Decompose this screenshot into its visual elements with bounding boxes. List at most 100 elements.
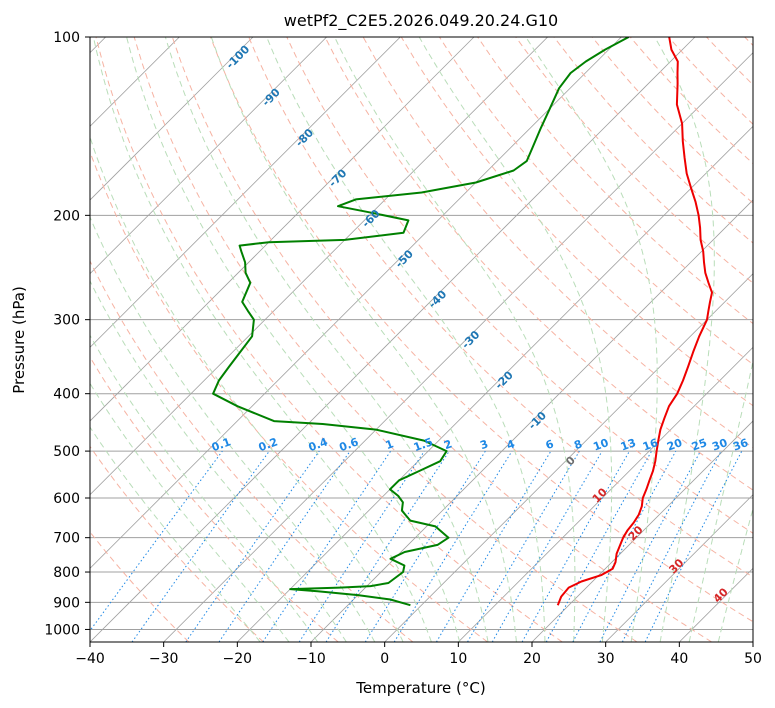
mixing-ratio-label: 1: [384, 437, 396, 452]
background-lines: [90, 37, 753, 642]
y-tick-label: 100: [53, 30, 80, 46]
sounding-series: [212, 37, 713, 607]
moist-adiabat-line: [334, 37, 576, 642]
dry-adiabat-line: [90, 445, 264, 642]
y-tick-label: 900: [53, 595, 80, 611]
isotherm-line: [90, 37, 401, 348]
isotherm-line: [605, 494, 753, 642]
mixing-ratio-label: 0.1: [210, 435, 233, 454]
moist-adiabat-line: [654, 37, 715, 642]
x-tick-label: 10: [449, 651, 467, 667]
mixing-ratio-label: 4: [505, 437, 517, 452]
x-tick-label: −20: [223, 651, 253, 667]
isotherm-line: [458, 346, 753, 642]
mixing-ratio-line: [393, 450, 513, 642]
mixing-ratio-label: 3: [478, 437, 490, 452]
mixing-ratio-label: 13: [619, 436, 638, 453]
x-tick-label: 40: [670, 651, 688, 667]
x-tick-label: −10: [296, 651, 326, 667]
mixing-ratio-line: [131, 450, 270, 642]
moist-adiabat-line: [90, 334, 319, 642]
dry-adiabat-line: [248, 37, 753, 578]
isotherm-line: [752, 641, 753, 642]
mixing-ratio-label: 20: [665, 436, 684, 454]
mixing-ratio-line: [644, 450, 743, 642]
mixing-ratio-label: 36: [731, 436, 750, 454]
moist-adiabat-line: [688, 358, 753, 642]
isotherm-line: [163, 52, 753, 642]
x-tick-label: −40: [75, 651, 105, 667]
dry-adiabat-line: [95, 37, 563, 642]
x-axis: −40 −30 −20 −10 0 10 20 30 40 50: [75, 642, 762, 667]
isotherm-line: [237, 125, 753, 642]
mixing-ratio-line: [545, 450, 653, 642]
moist-adiabat-line: [210, 37, 517, 642]
moist-adiabat-line: [90, 382, 290, 642]
y-tick-label: 300: [53, 313, 80, 329]
isotherm-line: [531, 420, 753, 642]
dry-adiabat-line: [90, 356, 339, 642]
y-axis-label: Pressure (hPa): [10, 286, 28, 394]
mixing-ratio-label: 1.5: [412, 435, 435, 454]
x-tick-label: 20: [523, 651, 541, 667]
mixing-ratio-line: [185, 450, 320, 642]
x-tick-label: −30: [149, 651, 179, 667]
moist-adiabat-line: [266, 37, 546, 642]
y-tick-label: 700: [53, 531, 80, 547]
y-tick-label: 1000: [44, 622, 80, 638]
x-tick-label: 30: [597, 651, 615, 667]
dry-adiabat-line: [286, 37, 753, 534]
mixing-ratio-line: [218, 450, 351, 642]
plot-background: [90, 37, 753, 642]
mixing-ratio-label: 6: [544, 437, 556, 452]
dry-adiabat-line: [171, 37, 712, 642]
isotherm-line: [90, 37, 327, 275]
mixing-ratio-label: 30: [710, 436, 729, 454]
dewpoint-line: [212, 37, 630, 607]
mixing-ratio-label: 8: [572, 437, 584, 452]
chart-title: wetPf2_C2E5.2026.049.20.24.G10: [284, 11, 558, 31]
dry-adiabat-line: [90, 259, 414, 642]
moist-adiabat-line: [525, 37, 658, 642]
mixing-ratio-label: 10: [591, 436, 610, 454]
y-tick-label: 600: [53, 491, 80, 507]
isotherm-line: [90, 37, 475, 422]
moist-adiabat-line: [164, 37, 489, 642]
dry-adiabat-line: [515, 37, 753, 284]
y-axis: 100 200 300 400 500 600 700 800 900 1000: [44, 30, 90, 638]
isotherm-line: [90, 37, 548, 496]
plot-frame: [89, 36, 754, 643]
dry-adiabat-line: [210, 37, 753, 623]
x-tick-label: 0: [380, 651, 389, 667]
isotherm-line: [90, 37, 696, 642]
y-tick-label: 200: [53, 208, 80, 224]
moist-adiabat-line: [90, 135, 404, 642]
mixing-ratio-label: 0.2: [257, 435, 280, 454]
mixing-ratio-line: [262, 450, 392, 642]
mixing-ratio-label: 25: [690, 436, 709, 453]
mixing-ratio-line: [90, 450, 223, 632]
moist-adiabat-line: [717, 506, 753, 642]
mixing-ratio-line: [521, 450, 630, 642]
mixing-ratio-label: 0.6: [338, 435, 361, 454]
moist-adiabat-line: [90, 426, 261, 642]
moist-adiabat-line: [418, 37, 613, 642]
x-tick-label: 50: [744, 651, 762, 667]
moist-adiabat-line: [126, 37, 461, 642]
isotherm-line: [384, 273, 753, 642]
y-tick-label: 500: [53, 444, 80, 460]
moist-adiabat-line: [92, 37, 432, 642]
y-tick-label: 400: [53, 387, 80, 403]
mixing-ratio-line: [325, 450, 450, 642]
mixing-ratio-label: 2: [442, 437, 454, 452]
mixing-ratio-label: 0.4: [307, 435, 330, 454]
moist-adiabat-line: [90, 215, 376, 642]
isotherm-line: [90, 37, 622, 569]
y-tick-label: 800: [53, 565, 80, 581]
x-axis-label: Temperature (°C): [355, 679, 485, 697]
temperature-line: [556, 37, 713, 606]
dry-adiabat-line: [324, 37, 753, 491]
mixing-ratio-label: 16: [641, 436, 660, 454]
isotherm-line: [90, 37, 254, 201]
